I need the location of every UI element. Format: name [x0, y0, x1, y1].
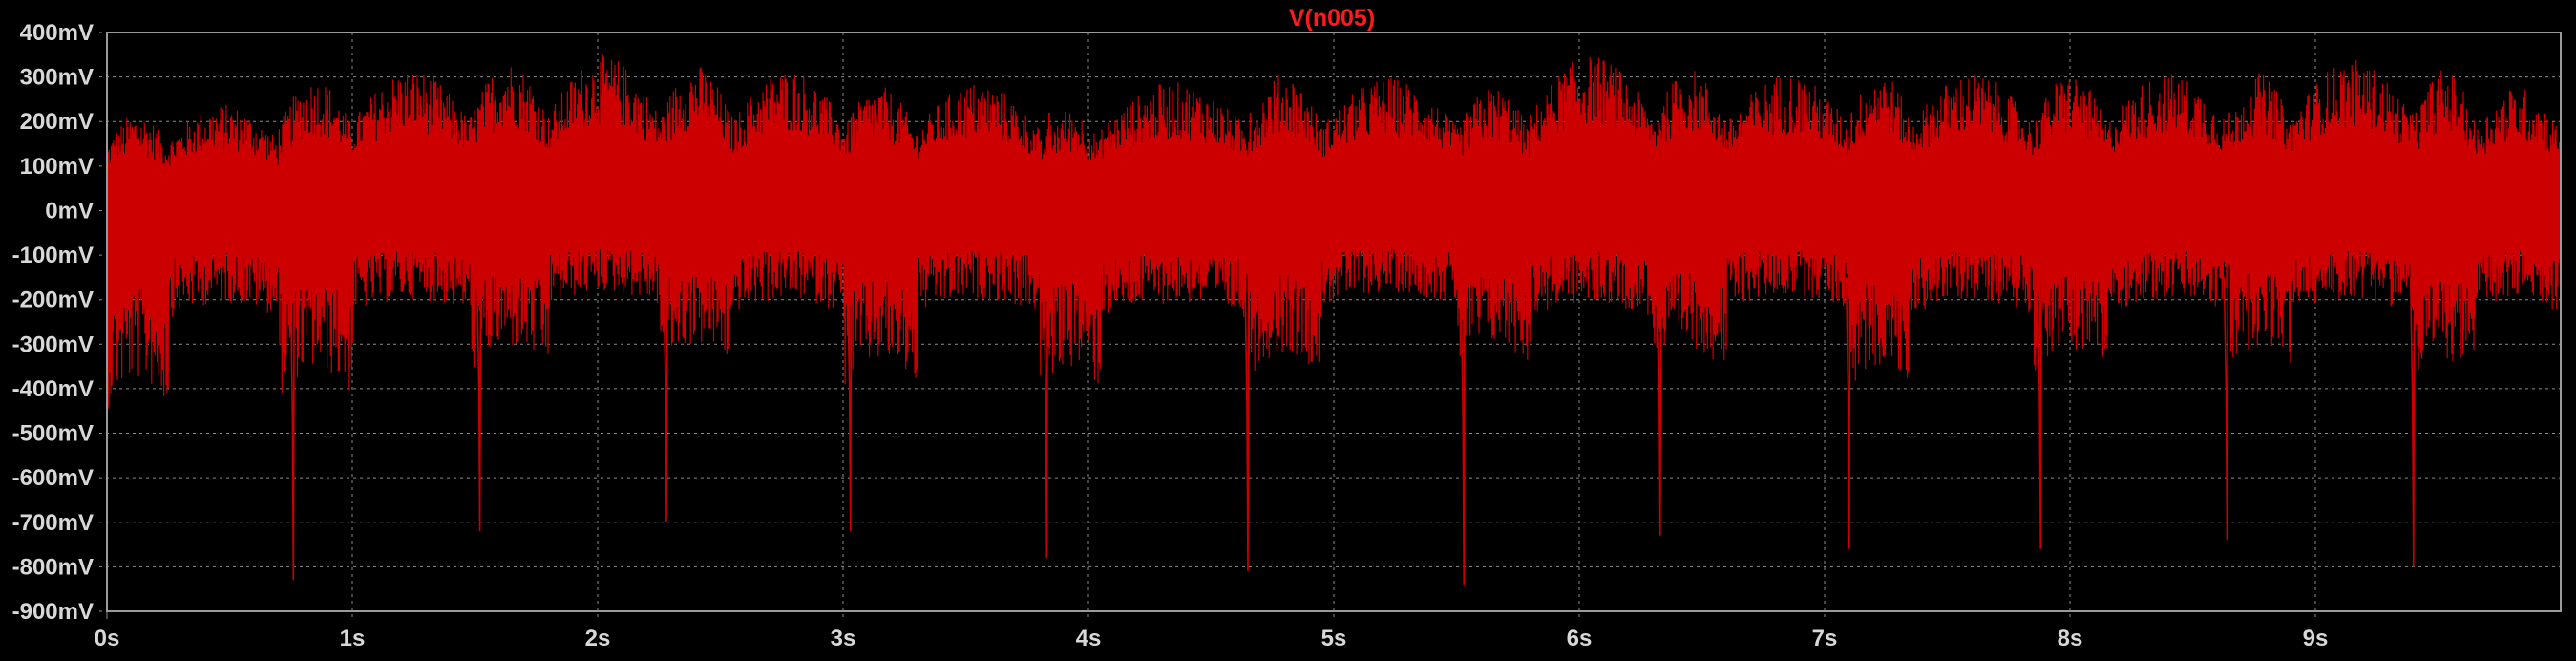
x-tick-label: 3s	[831, 626, 856, 651]
x-tick-label: 2s	[585, 626, 611, 651]
y-tick-label: 0mV	[45, 198, 94, 224]
x-tick-label: 7s	[1812, 626, 1838, 651]
x-tick-label: 4s	[1076, 626, 1102, 651]
y-tick-label: -500mV	[12, 421, 94, 447]
y-tick-label: 400mV	[20, 20, 94, 46]
spike-point	[289, 112, 297, 581]
plot-frame	[106, 32, 2562, 612]
spike-point	[2037, 112, 2044, 549]
y-tick-label: -700mV	[12, 510, 94, 536]
y-axis-labels: 400mV 300mV 200mV 100mV 0mV -100mV -200mV -300m…	[12, 20, 94, 625]
spike-point	[663, 112, 670, 522]
trace-title[interactable]: V(n005)	[1289, 5, 1375, 32]
spike-point	[475, 112, 483, 532]
y-tick-label: -300mV	[12, 331, 94, 357]
y-tick-label: -600mV	[12, 465, 94, 491]
x-tick-label: 8s	[2058, 626, 2083, 651]
y-tick-label: -400mV	[12, 376, 94, 402]
y-tick-label: -200mV	[12, 288, 94, 313]
spike-point	[1656, 112, 1664, 536]
y-tick-label: 200mV	[20, 109, 94, 135]
x-tick-label: 6s	[1567, 626, 1593, 651]
spike-point	[846, 112, 855, 532]
spike-point	[1845, 112, 1853, 549]
y-tick-label: -800mV	[12, 554, 94, 580]
x-axis-labels: 0s 1s 2s 3s 4s 5s 6s 7s 8s 9s	[95, 626, 2329, 651]
spike-point	[2409, 112, 2418, 567]
series-line	[106, 54, 2562, 409]
trace-layer	[106, 54, 2562, 586]
y-tick-label: -100mV	[12, 243, 94, 268]
spike-point	[2223, 112, 2230, 541]
x-tick-label: 1s	[340, 626, 366, 651]
y-tick-label: 300mV	[20, 65, 94, 91]
y-tick-label: -900mV	[12, 599, 94, 625]
spike-point	[1460, 112, 1467, 586]
spike-point	[1244, 112, 1252, 572]
x-tick-label: 0s	[95, 626, 120, 651]
x-tick-label: 9s	[2303, 626, 2329, 651]
y-tick-label: 100mV	[20, 154, 94, 180]
x-tick-label: 5s	[1321, 626, 1347, 651]
spike-point	[1043, 112, 1050, 559]
